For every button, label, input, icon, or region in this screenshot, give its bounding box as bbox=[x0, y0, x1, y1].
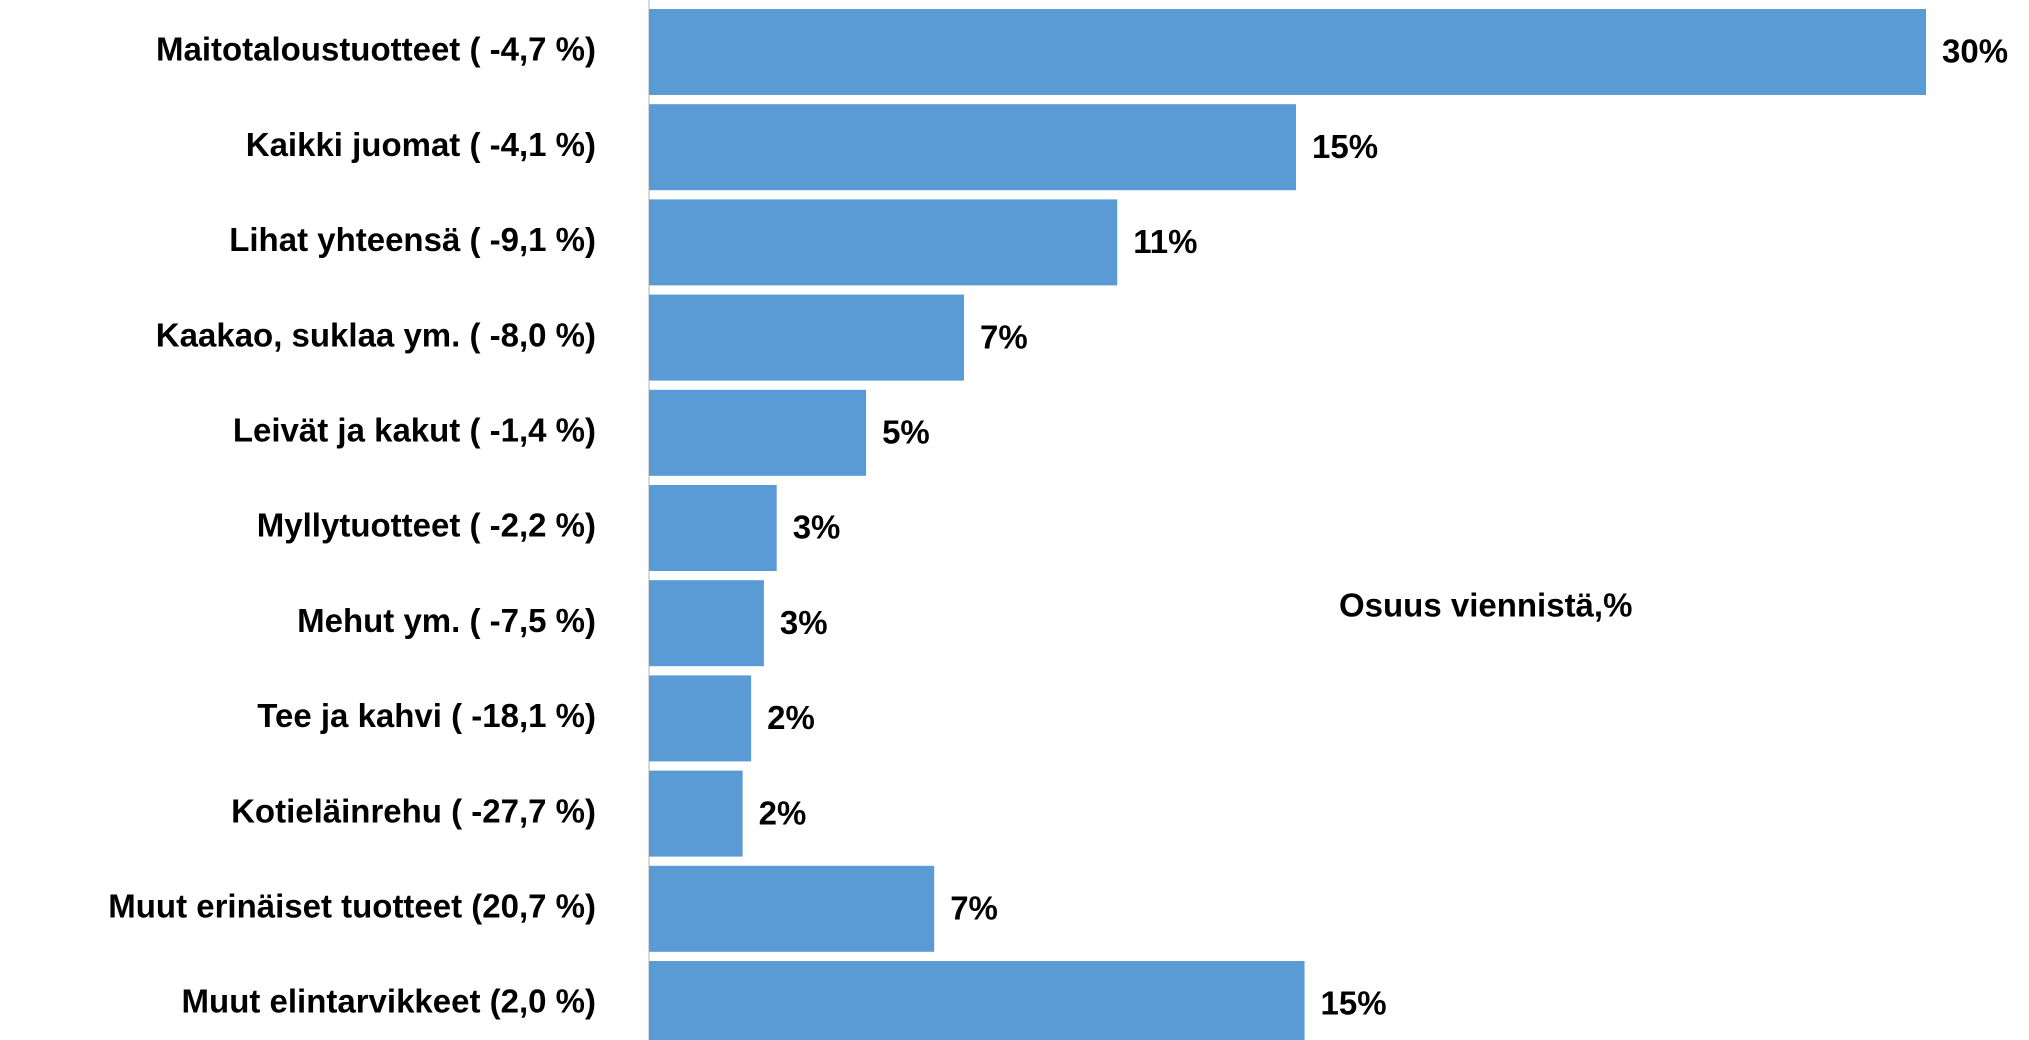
category-label: Leivät ja kakut ( -1,4 %) bbox=[233, 412, 596, 449]
bar bbox=[649, 770, 743, 857]
value-label: 15% bbox=[1312, 128, 1378, 165]
category-label: Muut erinäiset tuotteet (20,7 %) bbox=[108, 888, 596, 925]
bar bbox=[649, 580, 764, 667]
bar bbox=[649, 104, 1297, 191]
value-label: 30% bbox=[1942, 33, 2008, 70]
value-label: 7% bbox=[980, 318, 1028, 355]
value-label: 5% bbox=[882, 414, 930, 451]
category-label: Mehut ym. ( -7,5 %) bbox=[297, 602, 596, 639]
value-label: 2% bbox=[759, 794, 807, 831]
bar bbox=[649, 675, 752, 762]
category-label: Lihat yhteensä ( -9,1 %) bbox=[229, 221, 596, 258]
bar bbox=[649, 485, 777, 571]
bar bbox=[649, 389, 867, 476]
value-label: 7% bbox=[950, 890, 998, 927]
bar bbox=[649, 9, 1926, 95]
value-label: 15% bbox=[1321, 985, 1387, 1022]
bar bbox=[649, 961, 1305, 1040]
category-label: Maitotaloustuotteet ( -4,7 %) bbox=[156, 31, 596, 68]
category-label: Myllytuotteet ( -2,2 %) bbox=[257, 507, 596, 544]
category-label: Kaikki juomat ( -4,1 %) bbox=[246, 126, 596, 163]
value-label: 2% bbox=[767, 699, 815, 736]
bar bbox=[649, 865, 935, 952]
category-label: Muut elintarvikkeet (2,0 %) bbox=[182, 983, 596, 1020]
bar bbox=[649, 294, 964, 381]
category-label: Kotieläinrehu ( -27,7 %) bbox=[231, 792, 596, 829]
category-label: Kaakao, suklaa ym. ( -8,0 %) bbox=[156, 316, 596, 353]
annotation: Osuus viennistä,% bbox=[1339, 587, 1632, 624]
bar bbox=[649, 199, 1118, 286]
value-label: 11% bbox=[1133, 223, 1197, 260]
category-label: Tee ja kahvi ( -18,1 %) bbox=[257, 697, 596, 734]
value-label: 3% bbox=[780, 604, 828, 641]
value-label: 3% bbox=[793, 509, 841, 546]
